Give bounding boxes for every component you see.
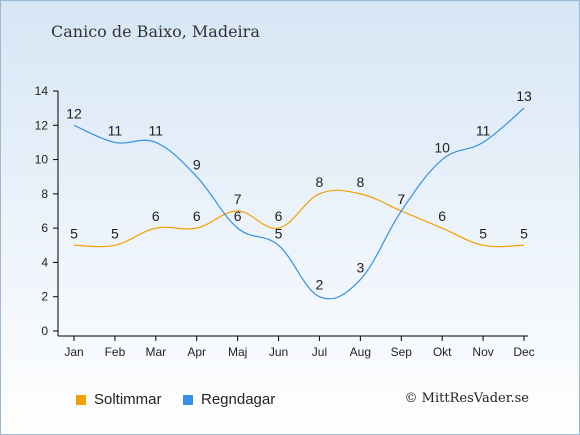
legend-label-regndagar: Regndagar [201, 391, 276, 408]
data-label-soltimmar: 6 [193, 208, 201, 224]
series-line-soltimmar [73, 189, 525, 248]
data-label-regndagar: 3 [356, 260, 364, 276]
data-label-soltimmar: 8 [316, 174, 324, 190]
legend-item-soltimmar: Soltimmar [76, 391, 162, 408]
data-label-regndagar: 10 [434, 140, 450, 156]
x-tick-label: Nov [472, 345, 493, 359]
x-tick-label: Sep [391, 345, 413, 359]
y-tick-label: 4 [41, 255, 48, 269]
data-label-soltimmar: 5 [520, 225, 528, 241]
y-tick-label: 10 [35, 153, 49, 167]
data-label-soltimmar: 7 [397, 191, 405, 207]
x-tick-label: Jan [64, 345, 83, 359]
legend-label-soltimmar: Soltimmar [94, 391, 162, 408]
data-label-regndagar: 11 [149, 122, 164, 138]
data-label-regndagar: 11 [476, 122, 491, 138]
chart-title: Canico de Baixo, Madeira [51, 22, 260, 41]
data-label-regndagar: 11 [108, 122, 123, 138]
x-tick-label: Okt [433, 345, 452, 359]
data-label-regndagar: 12 [66, 105, 82, 121]
data-label-regndagar: 13 [516, 88, 532, 104]
data-label-soltimmar: 6 [438, 208, 446, 224]
legend-swatch-regndagar [183, 394, 193, 405]
data-label-soltimmar: 6 [275, 208, 283, 224]
data-label-soltimmar: 7 [234, 191, 242, 207]
data-label-soltimmar: 6 [152, 208, 160, 224]
data-label-soltimmar: 5 [479, 225, 487, 241]
y-tick-label: 8 [41, 187, 48, 201]
x-tick-label: Feb [105, 345, 126, 359]
x-tick-label: Mar [145, 345, 166, 359]
x-tick-label: Maj [228, 345, 247, 359]
y-tick-label: 2 [41, 290, 48, 304]
x-tick-label: Jun [269, 345, 288, 359]
legend-item-regndagar: Regndagar [183, 391, 275, 408]
y-tick-label: 12 [35, 118, 49, 132]
y-tick-label: 0 [41, 324, 48, 338]
series-lines [73, 107, 525, 300]
x-tick-label: Apr [187, 345, 206, 359]
series-line-regndagar [73, 107, 525, 300]
x-tick-label: Aug [350, 345, 371, 359]
data-label-soltimmar: 8 [356, 174, 364, 190]
y-tick-label: 6 [41, 221, 48, 235]
data-label-soltimmar: 5 [70, 225, 78, 241]
data-label-regndagar: 2 [316, 277, 324, 293]
credit-text: © MittResVader.se [404, 391, 529, 406]
data-label-regndagar: 7 [397, 191, 405, 207]
x-tick-label: Dec [513, 345, 534, 359]
y-tick-label: 14 [35, 84, 49, 98]
data-label-regndagar: 9 [193, 157, 201, 173]
data-label-regndagar: 6 [234, 208, 242, 224]
data-label-regndagar: 5 [275, 225, 283, 241]
legend-swatch-soltimmar [76, 394, 86, 405]
x-tick-label: Jul [312, 345, 327, 359]
data-label-soltimmar: 5 [111, 225, 119, 241]
axes: 0 2 4 6 8 10 12 14 Jan Feb Mar Apr Maj Jun Jul Aug Sep Ok… [35, 84, 535, 359]
